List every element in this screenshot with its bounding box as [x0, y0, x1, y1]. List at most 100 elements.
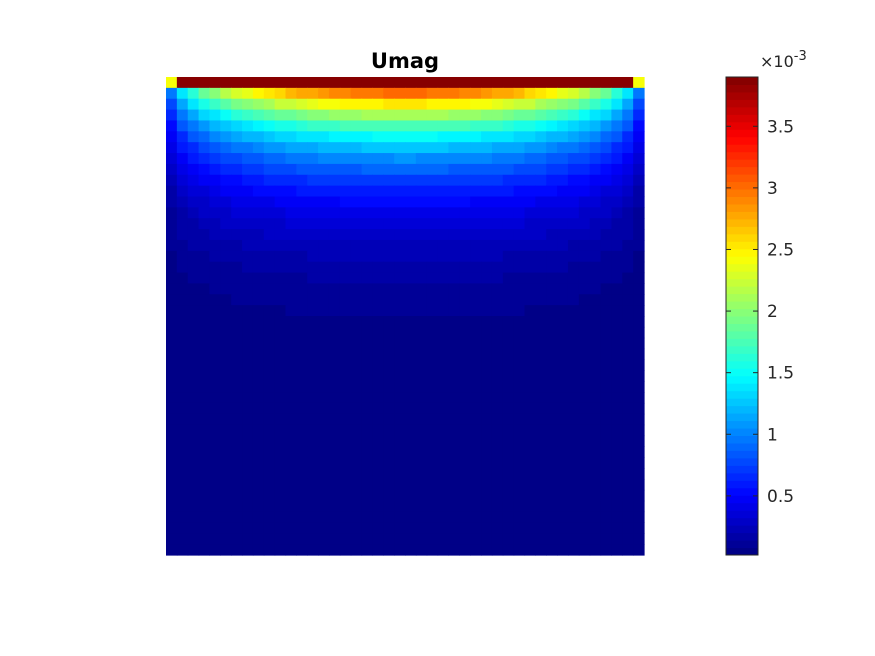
heatmap-cell [274, 87, 287, 100]
heatmap-cell [567, 163, 580, 176]
heatmap-cell [611, 478, 623, 491]
heatmap-cell [176, 229, 189, 241]
heatmap-cell [437, 98, 450, 111]
heatmap-cell [318, 218, 330, 230]
heatmap-cell [328, 283, 341, 295]
heatmap-cell [415, 229, 428, 241]
heatmap-cell [600, 218, 613, 230]
heatmap-cell [557, 370, 569, 382]
heatmap-cell [209, 294, 221, 306]
heatmap-cell [176, 120, 189, 132]
heatmap-cell [383, 250, 395, 263]
heatmap-cell [611, 305, 623, 317]
heatmap-cell [242, 348, 254, 361]
heatmap-cell [339, 533, 352, 545]
heatmap-cell [274, 174, 287, 187]
heatmap-cell [470, 370, 482, 382]
heatmap-cell [274, 533, 287, 545]
heatmap-cell [176, 381, 189, 393]
heatmap-cell [426, 153, 439, 165]
heatmap-cell [328, 402, 341, 415]
heatmap-cell [187, 185, 200, 198]
heatmap-cell [578, 207, 591, 219]
heatmap-cell [307, 457, 319, 469]
heatmap-cell [524, 120, 536, 132]
heatmap-cell [546, 533, 558, 545]
heatmap-cell [481, 511, 493, 524]
heatmap-cell [600, 511, 613, 524]
heatmap-cell [263, 511, 276, 524]
heatmap-cell [502, 489, 515, 502]
heatmap-cell [481, 272, 493, 285]
heatmap-cell [426, 392, 439, 404]
heatmap-cell [187, 316, 200, 328]
heatmap-cell [557, 250, 569, 263]
heatmap-cell [578, 98, 591, 111]
heatmap-cell [166, 500, 178, 513]
heatmap-cell [166, 446, 178, 458]
heatmap-cell [318, 435, 330, 447]
heatmap-cell [394, 413, 406, 426]
heatmap-cell [470, 196, 482, 208]
heatmap-cell [166, 402, 178, 415]
heatmap-cell [209, 489, 221, 502]
heatmap-cell [339, 413, 352, 426]
heatmap-cell [318, 239, 330, 252]
heatmap-cell [546, 468, 558, 480]
heatmap-cell [220, 392, 232, 404]
heatmap-cell [318, 294, 330, 306]
heatmap-cell [176, 77, 189, 89]
heatmap-cell [491, 174, 504, 187]
heatmap-cell [567, 294, 580, 306]
heatmap-cell [481, 294, 493, 306]
heatmap-cell [600, 500, 613, 513]
heatmap-cell [361, 196, 374, 208]
heatmap-cell [415, 185, 428, 198]
heatmap-cell [633, 98, 645, 111]
heatmap-cell [187, 207, 200, 219]
heatmap-cell [252, 196, 265, 208]
heatmap-cell [383, 316, 395, 328]
heatmap-cell [274, 294, 287, 306]
heatmap-cell [176, 533, 189, 545]
heatmap-cell [502, 381, 515, 393]
heatmap-cell [339, 348, 352, 361]
heatmap-cell [383, 305, 395, 317]
heatmap-cell [633, 381, 645, 393]
heatmap-cell [546, 196, 558, 208]
heatmap-cell [491, 77, 504, 89]
heatmap-cell [481, 174, 493, 187]
heatmap-cell [350, 250, 363, 263]
heatmap-cell [513, 359, 526, 371]
heatmap-cell [285, 424, 297, 437]
heatmap-cell [285, 272, 297, 285]
heatmap-cell [166, 196, 178, 208]
heatmap-cell [328, 163, 341, 176]
heatmap-cell [557, 87, 569, 100]
heatmap-cell [578, 239, 591, 252]
heatmap-cell [535, 522, 547, 534]
heatmap-cell [524, 272, 536, 285]
heatmap-cell [557, 142, 569, 154]
heatmap-cell [459, 402, 471, 415]
heatmap-cell [242, 98, 254, 111]
heatmap-cell [383, 239, 395, 252]
heatmap-cell [611, 544, 623, 556]
heatmap-cell [198, 468, 211, 480]
heatmap-cell [383, 207, 395, 219]
heatmap-cell [567, 261, 580, 274]
heatmap-cell [252, 142, 265, 154]
heatmap-cell [372, 392, 384, 404]
heatmap-cell [589, 87, 602, 100]
colorbar-segment [726, 510, 758, 519]
heatmap-cell [372, 424, 384, 437]
heatmap-cell [307, 544, 319, 556]
heatmap-cell [176, 370, 189, 382]
heatmap-cell [296, 261, 308, 274]
heatmap-cell [372, 435, 384, 447]
heatmap-cell [491, 207, 504, 219]
heatmap-cell [209, 381, 221, 393]
heatmap-cell [231, 424, 243, 437]
heatmap-cell [231, 239, 243, 252]
heatmap-cell [339, 424, 352, 437]
